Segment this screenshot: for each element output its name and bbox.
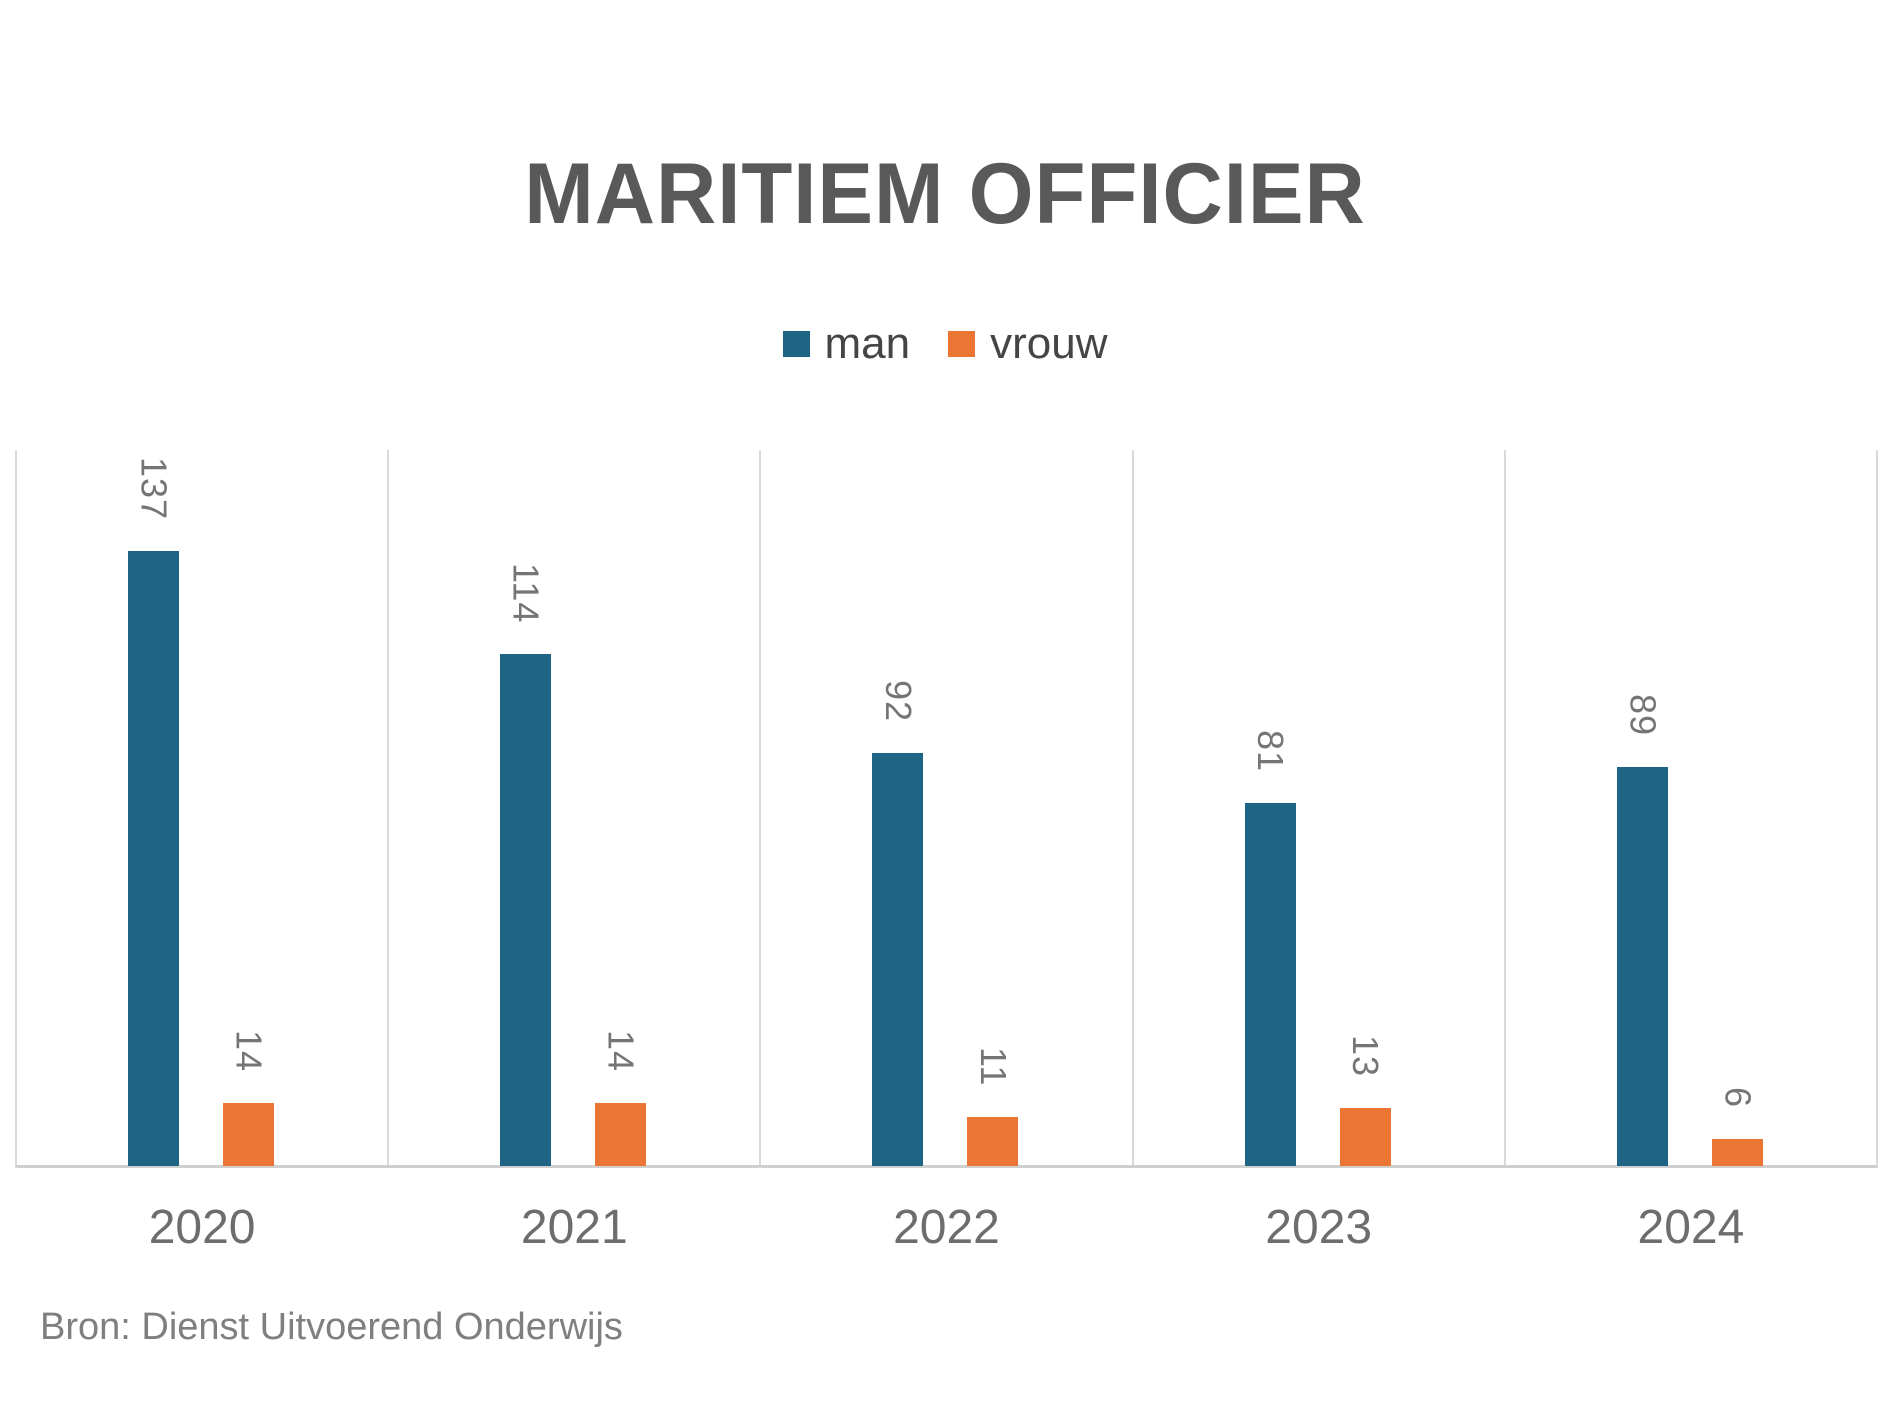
legend-label-vrouw: vrouw bbox=[990, 319, 1108, 368]
panel-gridline bbox=[1504, 450, 1506, 1168]
panel-gridline bbox=[759, 450, 761, 1168]
bar-vrouw-2021 bbox=[595, 1103, 647, 1166]
panel-gridline bbox=[15, 450, 17, 1168]
bar-label-vrouw-2023: 13 bbox=[1345, 1034, 1387, 1077]
bar-label-man-2024: 89 bbox=[1622, 693, 1664, 736]
bar-label-vrouw-2022: 11 bbox=[972, 1046, 1014, 1086]
category-panel-2022: 92 11 2022 bbox=[760, 450, 1132, 1254]
bar-label-vrouw-2020: 14 bbox=[228, 1029, 270, 1072]
legend: man vrouw bbox=[0, 322, 1890, 366]
x-tick-label-2024: 2024 bbox=[1637, 1201, 1745, 1254]
plot-area: 137 14 2020 114 14 2021 92 11 2022 81 13 2023 89 6 202… bbox=[15, 450, 1878, 1254]
category-panel-2024: 89 6 2024 bbox=[1505, 450, 1877, 1254]
chart-title: MARITIEM OFFICIER bbox=[524, 146, 1366, 242]
bar-man-2021 bbox=[500, 654, 552, 1166]
category-panel-2020: 137 14 2020 bbox=[16, 450, 388, 1254]
bar-label-man-2021: 114 bbox=[505, 562, 547, 623]
panel-gridline bbox=[387, 450, 389, 1168]
bar-vrouw-2022 bbox=[967, 1117, 1019, 1166]
x-tick-label-2023: 2023 bbox=[1265, 1201, 1373, 1254]
bar-label-man-2023: 81 bbox=[1250, 729, 1292, 772]
bar-label-man-2022: 92 bbox=[877, 679, 919, 722]
x-tick-label-2020: 2020 bbox=[148, 1201, 256, 1254]
bar-vrouw-2024 bbox=[1711, 1139, 1763, 1166]
x-axis-line bbox=[16, 1165, 1877, 1168]
panel-gridline bbox=[1132, 450, 1134, 1168]
bar-man-2024 bbox=[1616, 767, 1668, 1166]
x-tick-label-2021: 2021 bbox=[520, 1201, 628, 1254]
bar-vrouw-2023 bbox=[1339, 1108, 1391, 1166]
legend-item-man: man bbox=[782, 319, 911, 368]
panel-gridline bbox=[1876, 450, 1878, 1168]
legend-swatch-man-icon bbox=[782, 331, 810, 357]
bar-man-2023 bbox=[1244, 803, 1296, 1166]
bar-man-2022 bbox=[872, 753, 924, 1166]
legend-label-man: man bbox=[824, 319, 911, 368]
bar-label-vrouw-2024: 6 bbox=[1717, 1086, 1759, 1108]
bar-label-vrouw-2021: 14 bbox=[600, 1029, 642, 1072]
legend-item-vrouw: vrouw bbox=[948, 322, 1107, 366]
legend-swatch-vrouw-icon bbox=[948, 331, 976, 357]
bar-label-man-2020: 137 bbox=[133, 456, 175, 520]
category-panel-2023: 81 13 2023 bbox=[1133, 450, 1505, 1254]
x-tick-label-2022: 2022 bbox=[893, 1201, 1000, 1254]
bar-man-2020 bbox=[128, 551, 179, 1166]
source-note: Bron: Dienst Uitvoerend Onderwijs bbox=[40, 1306, 623, 1348]
bar-vrouw-2020 bbox=[223, 1103, 274, 1166]
category-panel-2021: 114 14 2021 bbox=[388, 450, 760, 1254]
